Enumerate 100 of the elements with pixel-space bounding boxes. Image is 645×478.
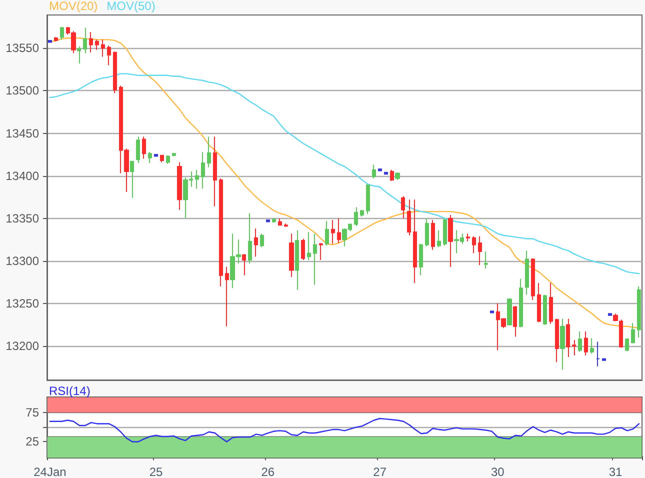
x-tick-label: 25 <box>149 465 163 478</box>
candlestick <box>313 233 317 286</box>
candlestick <box>219 178 223 287</box>
candlestick <box>566 318 570 358</box>
candlestick <box>154 154 158 157</box>
y-tick-label: 13300 <box>6 254 40 268</box>
candlestick <box>207 136 211 168</box>
candlestick <box>89 32 93 53</box>
candlestick <box>590 338 594 354</box>
candlestick <box>390 169 394 182</box>
candlestick <box>366 184 370 215</box>
candlestick <box>248 212 252 264</box>
y-tick-label: 13550 <box>6 41 40 56</box>
candlestick <box>525 250 529 296</box>
candlestick <box>360 209 364 218</box>
candlestick <box>54 36 58 42</box>
text: MOV(50) <box>106 0 156 13</box>
candlestick <box>77 46 81 64</box>
candlestick <box>507 298 512 326</box>
candlestick <box>142 136 146 160</box>
candlestick <box>225 266 229 327</box>
candlestick <box>584 331 588 356</box>
x-tick-label: 26 <box>261 465 275 478</box>
y-tick-label: 13450 <box>6 126 40 140</box>
candlestick <box>619 319 623 348</box>
candlestick <box>60 26 64 40</box>
candlestick <box>278 218 282 226</box>
candlestick <box>555 318 559 363</box>
candlestick <box>608 313 612 316</box>
candlestick <box>136 136 140 164</box>
candlestick <box>572 340 576 356</box>
candlestick <box>431 220 435 250</box>
candlestick <box>254 228 258 258</box>
y-tick-label: 13400 <box>6 168 40 183</box>
candlestick <box>631 322 635 344</box>
candlestick <box>549 282 553 324</box>
candlestick <box>413 199 417 284</box>
x-tick-label: 24Jan <box>34 465 66 478</box>
candlestick <box>543 294 547 326</box>
candlestick <box>519 278 523 328</box>
candlestick <box>337 218 341 244</box>
candlestick <box>301 238 305 261</box>
y-tick-label: 13350 <box>6 211 40 226</box>
candlestick <box>260 233 264 248</box>
candlestick <box>560 318 565 370</box>
candlestick <box>130 160 134 198</box>
candlestick <box>172 152 176 157</box>
candlestick <box>325 220 329 246</box>
candlestick <box>490 310 494 314</box>
candlestick <box>637 286 641 338</box>
candlestick <box>407 199 411 236</box>
y-tick-label: 25 <box>26 434 40 449</box>
y-tick-label: 13250 <box>6 296 40 310</box>
candlestick <box>242 254 246 276</box>
candlestick <box>201 151 205 190</box>
candlestick <box>177 162 182 210</box>
candlestick <box>307 231 311 261</box>
candlestick <box>113 51 117 94</box>
line-series <box>49 37 640 329</box>
candlestick <box>613 313 618 322</box>
candlestick <box>419 243 423 276</box>
candlestick <box>478 236 482 266</box>
candlestick <box>101 39 105 58</box>
candlestick <box>319 242 323 261</box>
candlestick <box>289 233 294 278</box>
candlestick <box>384 172 388 175</box>
candlestick <box>531 258 535 301</box>
candlestick <box>484 251 488 270</box>
candlestick <box>443 218 447 246</box>
candlestick <box>148 151 152 164</box>
line-series <box>49 418 640 442</box>
candlestick <box>213 136 217 207</box>
candlestick <box>425 218 429 247</box>
line-series <box>49 73 640 274</box>
candlestick <box>401 196 405 219</box>
candlestick <box>596 341 600 367</box>
candlestick <box>466 233 470 242</box>
candlestick <box>448 214 453 268</box>
x-tick-label: 27 <box>373 465 387 478</box>
candlestick <box>472 236 476 254</box>
candlestick <box>48 40 52 43</box>
candlestick <box>602 358 606 361</box>
candlestick <box>378 168 382 172</box>
candlestick <box>331 220 335 244</box>
candlestick <box>372 164 376 179</box>
candlestick <box>437 230 441 248</box>
y-tick-label: 13500 <box>6 84 40 98</box>
text: MOV(20) <box>49 0 98 13</box>
candlestick <box>295 230 299 290</box>
candlestick <box>578 331 582 352</box>
candlestick <box>625 338 629 352</box>
candlestick <box>272 218 276 224</box>
x-tick-label: 31 <box>608 465 622 478</box>
candlestick <box>195 169 199 190</box>
series-label: RSI(14) <box>49 384 90 398</box>
candlestick <box>513 305 517 338</box>
candlestick <box>537 282 541 323</box>
candlestick <box>83 27 87 54</box>
candlestick <box>166 154 170 164</box>
candlestick <box>95 39 99 50</box>
